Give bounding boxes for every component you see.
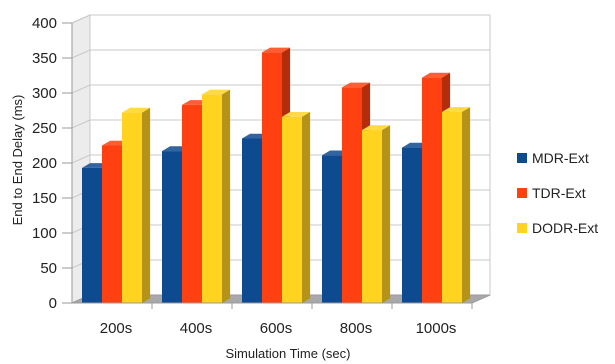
x-tick-label: 800s <box>340 320 373 337</box>
bar-dodr-ext-1000s <box>442 107 471 304</box>
legend-item: DODR-Ext <box>517 220 598 236</box>
legend-swatch <box>517 223 527 233</box>
legend-item: TDR-Ext <box>517 185 586 201</box>
bar-dodr-ext-200s <box>122 107 151 303</box>
x-tick-label: 600s <box>260 320 293 337</box>
y-tick-label: 350 <box>32 50 57 67</box>
y-tick-label: 150 <box>32 190 57 207</box>
x-tick-label: 1000s <box>416 320 457 337</box>
legend-label: TDR-Ext <box>532 185 586 201</box>
x-axis-title: Simulation Time (sec) <box>226 346 351 361</box>
legend-label: MDR-Ext <box>532 150 589 166</box>
legend-swatch <box>517 153 527 163</box>
y-tick-label: 0 <box>49 295 57 312</box>
y-tick-label: 100 <box>32 225 57 242</box>
legend-label: DODR-Ext <box>532 220 598 236</box>
y-tick-label: 400 <box>32 15 57 32</box>
x-tick-label: 200s <box>100 320 133 337</box>
gridline <box>71 49 490 59</box>
y-axis-ticks: 0 50 100 150 200 250 300 350 400 <box>32 15 73 312</box>
y-tick-label: 50 <box>40 260 57 277</box>
bar-dodr-ext-800s <box>362 125 391 303</box>
bars <box>82 47 471 304</box>
x-tick-label: 400s <box>180 320 213 337</box>
y-tick-label: 200 <box>32 155 57 172</box>
y-tick-label: 300 <box>32 85 57 102</box>
y-axis-title: End to End Delay (ms) <box>10 95 25 226</box>
legend-item: MDR-Ext <box>517 150 589 166</box>
legend-swatch <box>517 188 527 198</box>
gridline <box>71 14 490 24</box>
bar-dodr-ext-400s <box>202 89 231 304</box>
legend: MDR-Ext TDR-Ext DODR-Ext <box>517 150 598 236</box>
bar-dodr-ext-600s <box>282 112 311 303</box>
y-tick-label: 250 <box>32 120 57 137</box>
x-axis-ticks: 200s 400s 600s 800s 1000s <box>72 302 473 337</box>
